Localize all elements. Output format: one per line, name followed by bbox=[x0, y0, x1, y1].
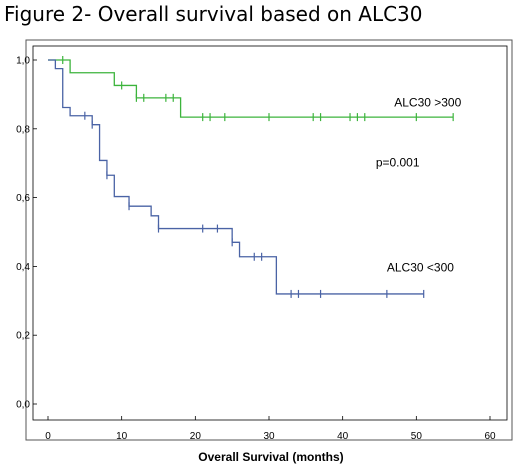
y-tick-label: 0,0 bbox=[16, 400, 30, 411]
y-tick-label: 0,6 bbox=[16, 193, 30, 204]
y-axis: 0,0 0,2 0,4 0,6 0,8 1,0 bbox=[16, 56, 37, 411]
plot-area bbox=[32, 45, 508, 421]
x-tick-label: 40 bbox=[337, 431, 349, 442]
figure-title: Figure 2- Overall survival based on ALC3… bbox=[4, 2, 423, 26]
series-0 bbox=[48, 56, 454, 122]
y-tick-label: 1,0 bbox=[16, 56, 30, 67]
x-axis: 0 10 20 30 40 50 60 bbox=[45, 416, 496, 442]
labels-layer: ALC30 >300 ALC30 <300 p=0.001 bbox=[376, 95, 462, 274]
x-tick-label: 20 bbox=[190, 431, 202, 442]
series-line bbox=[48, 59, 424, 295]
y-tick-label: 0,8 bbox=[16, 124, 30, 135]
series-line bbox=[48, 59, 454, 118]
series-layer bbox=[48, 56, 454, 298]
y-tick-label: 0,2 bbox=[16, 331, 30, 342]
x-tick-label: 60 bbox=[484, 431, 496, 442]
x-tick-label: 10 bbox=[116, 431, 128, 442]
series-label: ALC30 >300 bbox=[394, 95, 461, 109]
series-1 bbox=[48, 59, 425, 298]
x-tick-label: 30 bbox=[263, 431, 275, 442]
x-tick-label: 0 bbox=[45, 431, 51, 442]
p-value-annotation: p=0.001 bbox=[376, 156, 420, 170]
x-tick-label: 50 bbox=[411, 431, 423, 442]
y-tick-label: 0,4 bbox=[16, 262, 30, 273]
x-axis-label: Overall Survival (months) bbox=[198, 450, 343, 464]
series-label: ALC30 <300 bbox=[387, 261, 454, 275]
